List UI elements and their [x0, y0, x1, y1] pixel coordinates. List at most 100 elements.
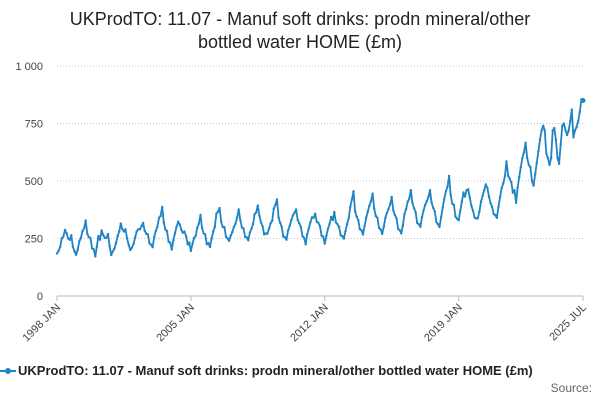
data-point[interactable]	[446, 185, 449, 188]
data-point[interactable]	[471, 209, 475, 212]
data-point[interactable]	[435, 221, 438, 224]
data-point[interactable]	[148, 241, 151, 245]
data-point[interactable]	[479, 200, 483, 203]
data-point[interactable]	[505, 160, 508, 163]
data-point[interactable]	[78, 240, 81, 243]
data-point[interactable]	[102, 233, 105, 237]
data-point[interactable]	[100, 229, 103, 232]
data-point[interactable]	[65, 232, 68, 235]
data-point[interactable]	[363, 224, 366, 228]
data-point[interactable]	[290, 218, 293, 222]
data-point[interactable]	[92, 248, 95, 251]
data-point[interactable]	[357, 219, 360, 222]
data-point[interactable]	[76, 248, 79, 251]
data-point[interactable]	[376, 216, 379, 219]
data-point[interactable]	[81, 229, 84, 233]
data-point[interactable]	[118, 230, 121, 233]
data-point[interactable]	[317, 221, 320, 225]
data-point[interactable]	[116, 235, 119, 238]
data-point[interactable]	[388, 203, 392, 206]
data-point[interactable]	[546, 156, 550, 160]
data-point[interactable]	[224, 235, 228, 238]
data-point[interactable]	[135, 230, 138, 233]
data-point[interactable]	[95, 245, 99, 248]
data-point[interactable]	[183, 230, 186, 233]
series-line[interactable]	[56, 98, 584, 258]
data-point[interactable]	[223, 226, 226, 229]
data-point[interactable]	[374, 214, 377, 218]
data-point[interactable]	[508, 177, 511, 180]
data-point[interactable]	[416, 221, 419, 225]
data-point[interactable]	[460, 200, 464, 203]
data-point[interactable]	[502, 182, 505, 185]
data-point[interactable]	[443, 197, 446, 200]
data-point[interactable]	[393, 213, 397, 217]
data-point[interactable]	[511, 191, 515, 194]
data-point[interactable]	[314, 212, 317, 215]
data-point[interactable]	[258, 214, 261, 217]
data-point[interactable]	[328, 222, 331, 225]
data-point[interactable]	[94, 255, 97, 258]
data-point[interactable]	[449, 193, 452, 196]
data-point[interactable]	[194, 234, 197, 238]
data-point[interactable]	[459, 209, 462, 212]
data-point[interactable]	[269, 222, 272, 225]
data-point[interactable]	[197, 222, 201, 225]
data-point[interactable]	[113, 247, 116, 250]
data-point[interactable]	[559, 143, 562, 146]
data-point[interactable]	[151, 246, 154, 249]
data-point[interactable]	[73, 250, 76, 253]
data-point[interactable]	[573, 129, 577, 132]
data-point[interactable]	[86, 232, 89, 236]
data-point[interactable]	[59, 245, 62, 248]
data-point[interactable]	[447, 174, 451, 178]
data-point[interactable]	[312, 216, 315, 219]
data-point[interactable]	[138, 228, 142, 231]
data-point[interactable]	[124, 228, 127, 231]
data-point[interactable]	[330, 215, 333, 219]
data-point[interactable]	[97, 234, 100, 238]
data-point[interactable]	[514, 201, 518, 204]
data-point[interactable]	[463, 195, 467, 198]
data-point[interactable]	[422, 209, 425, 212]
data-point[interactable]	[425, 200, 428, 203]
data-point[interactable]	[518, 175, 521, 179]
data-point[interactable]	[395, 217, 398, 220]
data-point[interactable]	[545, 152, 548, 155]
data-point[interactable]	[387, 207, 390, 211]
data-point[interactable]	[271, 219, 274, 222]
data-point[interactable]	[156, 225, 159, 228]
data-point[interactable]	[235, 216, 239, 219]
data-point[interactable]	[89, 237, 92, 240]
data-point[interactable]	[554, 138, 558, 141]
data-point[interactable]	[432, 206, 435, 210]
data-point[interactable]	[242, 227, 245, 230]
data-point[interactable]	[274, 203, 277, 207]
data-point[interactable]	[572, 136, 575, 139]
data-point[interactable]	[149, 243, 153, 246]
data-point[interactable]	[280, 225, 283, 228]
data-point[interactable]	[353, 210, 357, 213]
data-point[interactable]	[441, 206, 444, 209]
data-point[interactable]	[259, 221, 263, 224]
data-point[interactable]	[522, 151, 526, 154]
data-point[interactable]	[132, 242, 135, 246]
data-point[interactable]	[444, 190, 448, 193]
data-point[interactable]	[70, 234, 73, 237]
data-point[interactable]	[141, 221, 145, 225]
data-point[interactable]	[307, 227, 310, 230]
data-point[interactable]	[301, 235, 304, 238]
data-point[interactable]	[506, 174, 510, 177]
data-point[interactable]	[360, 229, 363, 232]
data-point[interactable]	[342, 237, 346, 240]
data-point[interactable]	[497, 205, 500, 208]
data-point[interactable]	[140, 225, 143, 228]
data-point[interactable]	[349, 205, 352, 208]
data-point[interactable]	[398, 229, 401, 232]
data-point[interactable]	[231, 230, 234, 234]
data-point[interactable]	[524, 141, 527, 144]
data-point[interactable]	[337, 225, 341, 229]
data-point[interactable]	[296, 218, 299, 222]
data-point[interactable]	[184, 235, 188, 238]
data-point[interactable]	[143, 229, 146, 233]
